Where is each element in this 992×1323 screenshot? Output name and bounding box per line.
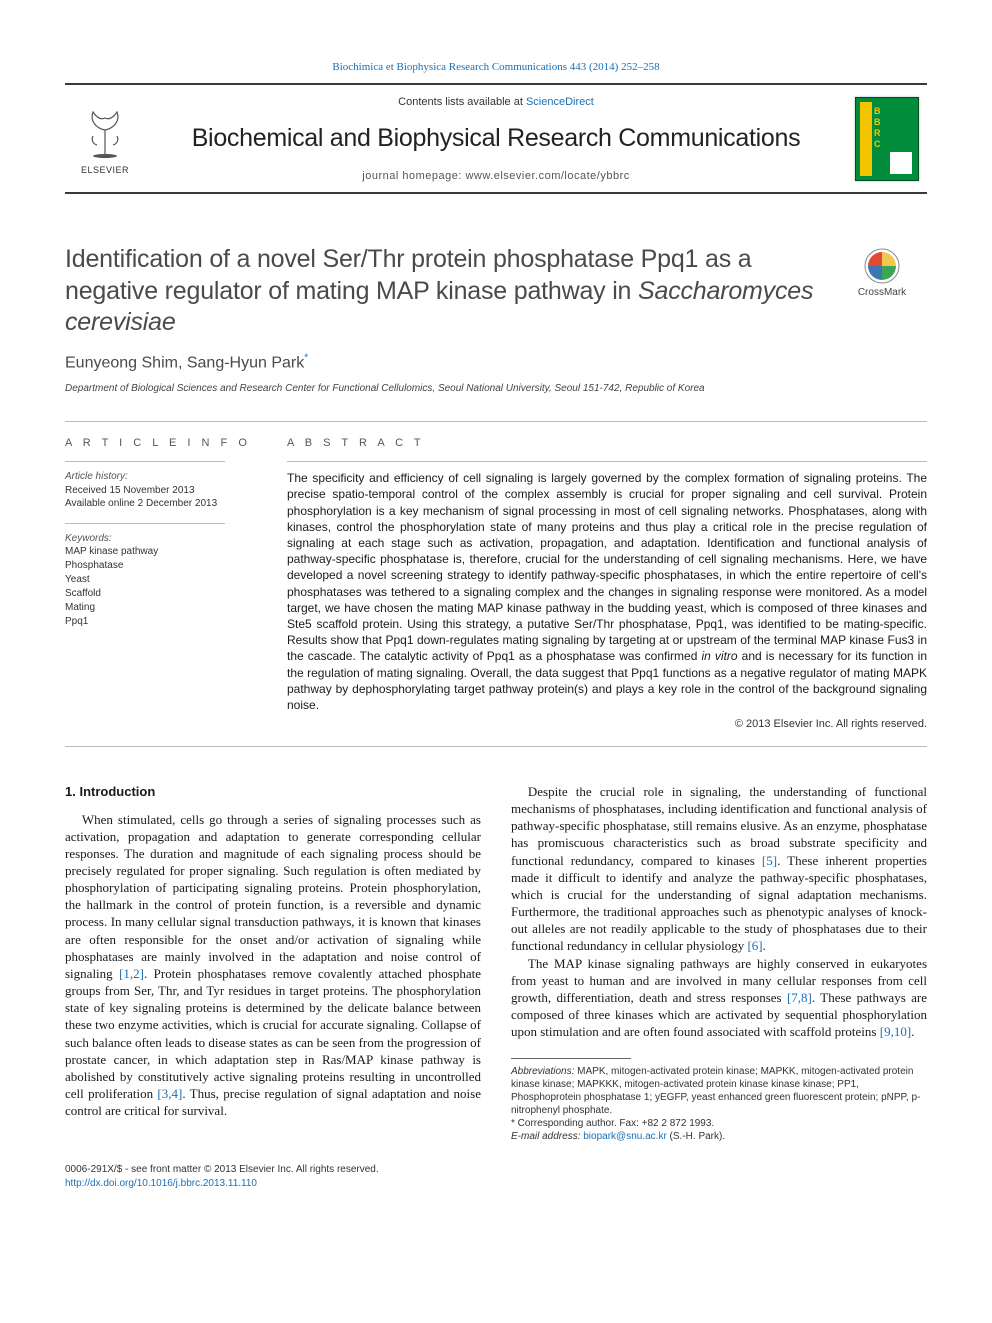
p2c: . [763,938,766,953]
abstract-rule [287,461,927,462]
body-paragraph: The MAP kinase signaling pathways are hi… [511,955,927,1041]
abbr-label: Abbreviations: [511,1066,574,1077]
sciencedirect-link[interactable]: ScienceDirect [526,96,594,108]
info-rule [65,461,225,462]
citation-ref[interactable]: [9,10] [880,1024,911,1039]
keyword: Yeast [65,573,251,587]
p1b: . Protein phosphatases remove covalently… [65,966,481,1101]
corr-author-link[interactable]: * [304,354,308,371]
cover-letters: B B R C [874,106,881,150]
history-label: Article history: [65,470,251,484]
email-label: E-mail address: [511,1131,583,1142]
article-title: Identification of a novel Ser/Thr protei… [65,244,817,338]
available-date: Available online 2 December 2013 [65,497,251,511]
elsevier-tree-icon [75,100,135,160]
authors: Eunyeong Shim, Sang-Hyun Park* [65,352,927,374]
journal-cover-thumb: B B R C [855,97,919,181]
crossmark-badge[interactable]: CrossMark [837,248,927,300]
keyword: Mating [65,601,251,615]
journal-homepage: journal homepage: www.elsevier.com/locat… [153,169,839,184]
abstract-ital: in vitro [701,649,737,663]
keyword: Scaffold [65,587,251,601]
crossmark-label: CrossMark [837,286,927,300]
p1a: When stimulated, cells go through a seri… [65,812,481,981]
crossmark-icon [864,248,900,284]
citation-link[interactable]: Biochimica et Biophysica Research Commun… [332,61,659,73]
article-info-heading: A R T I C L E I N F O [65,436,251,451]
contents-available: Contents lists available at ScienceDirec… [153,95,839,110]
abstract-copyright: © 2013 Elsevier Inc. All rights reserved… [287,717,927,732]
abstract-part1: The specificity and efficiency of cell s… [287,471,927,663]
body-paragraph: When stimulated, cells go through a seri… [65,811,481,1120]
abstract-text: The specificity and efficiency of cell s… [287,470,927,713]
doi-link[interactable]: http://dx.doi.org/10.1016/j.bbrc.2013.11… [65,1178,257,1189]
footer-bar: 0006-291X/$ - see front matter © 2013 El… [65,1163,927,1190]
corr-email-link[interactable]: biopark@snu.ac.kr [583,1131,667,1142]
footnotes: Abbreviations: MAPK, mitogen-activated p… [511,1058,927,1143]
citation-ref[interactable]: [5] [762,853,777,868]
keywords-block: Keywords: MAP kinase pathway Phosphatase… [65,532,251,630]
journal-masthead: ELSEVIER Contents lists available at Sci… [65,83,927,194]
article-history: Article history: Received 15 November 20… [65,470,251,511]
body-paragraph: Despite the crucial role in signaling, t… [511,783,927,955]
author-names: Eunyeong Shim, Sang-Hyun Park [65,354,304,371]
citation-ref[interactable]: [6] [747,938,762,953]
email-paren: (S.-H. Park). [667,1131,725,1142]
keyword: MAP kinase pathway [65,545,251,559]
citation-ref[interactable]: [7,8] [787,990,812,1005]
journal-title: Biochemical and Biophysical Research Com… [153,122,839,156]
p3c: . [911,1024,914,1039]
intro-heading: 1. Introduction [65,783,481,801]
homepage-link[interactable]: www.elsevier.com/locate/ybbrc [465,170,629,182]
publisher-block: ELSEVIER [65,85,145,192]
publisher-name: ELSEVIER [81,164,129,176]
issn-line: 0006-291X/$ - see front matter © 2013 El… [65,1163,379,1177]
homepage-label: journal homepage: [362,170,465,182]
top-citation: Biochimica et Biophysica Research Commun… [65,60,927,75]
keyword: Phosphatase [65,559,251,573]
keywords-label: Keywords: [65,532,251,546]
corr-text: Corresponding author. Fax: +82 2 872 199… [515,1118,714,1129]
contents-pre: Contents lists available at [398,96,526,108]
keyword: Ppq1 [65,615,251,629]
abstract-heading: A B S T R A C T [287,436,927,451]
affiliation: Department of Biological Sciences and Re… [65,382,927,396]
citation-ref[interactable]: [3,4] [157,1086,182,1101]
received-date: Received 15 November 2013 [65,484,251,498]
citation-ref[interactable]: [1,2] [119,966,144,981]
kw-rule [65,523,225,524]
